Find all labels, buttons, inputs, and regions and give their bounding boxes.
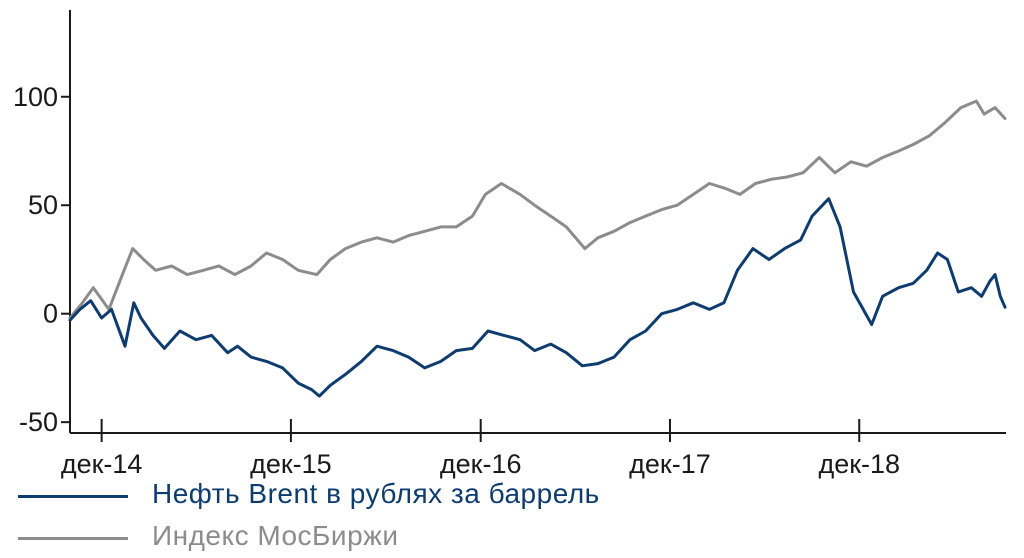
y-tick-label: -50 <box>19 407 58 437</box>
legend-item-moex: Индекс МосБиржи <box>0 518 1024 558</box>
x-tick-label: дек-14 <box>61 449 143 479</box>
legend-label-moex: Индекс МосБиржи <box>152 520 399 551</box>
legend-swatch-moex <box>18 537 128 540</box>
x-axis: дек-14 дек-15 дек-16 дек-17 дек-18 <box>61 419 1006 479</box>
series-line-brent <box>68 197 1007 398</box>
x-tick-label: дек-17 <box>629 449 711 479</box>
legend-swatch-brent <box>18 495 128 498</box>
legend-item-brent: Нефть Brent в рублях за баррель <box>0 476 1024 516</box>
y-tick-label: 0 <box>43 299 58 329</box>
y-tick-label: 50 <box>28 190 58 220</box>
x-ticks: дек-14 дек-15 дек-16 дек-17 дек-18 <box>61 419 900 479</box>
y-axis: -50 0 50 100 <box>13 10 71 437</box>
line-chart: -50 0 50 100 дек-14 дек-15 дек-16 дек-17 дек-18 <box>13 10 1007 479</box>
y-ticks: -50 0 50 100 <box>13 82 70 437</box>
series-line-moex <box>68 99 1007 320</box>
x-tick-label: дек-15 <box>250 449 332 479</box>
plot-area <box>68 99 1007 398</box>
x-tick-label: дек-18 <box>818 449 900 479</box>
x-tick-label: дек-16 <box>440 449 522 479</box>
y-tick-label: 100 <box>13 82 58 112</box>
legend-label-brent: Нефть Brent в рублях за баррель <box>152 478 600 509</box>
